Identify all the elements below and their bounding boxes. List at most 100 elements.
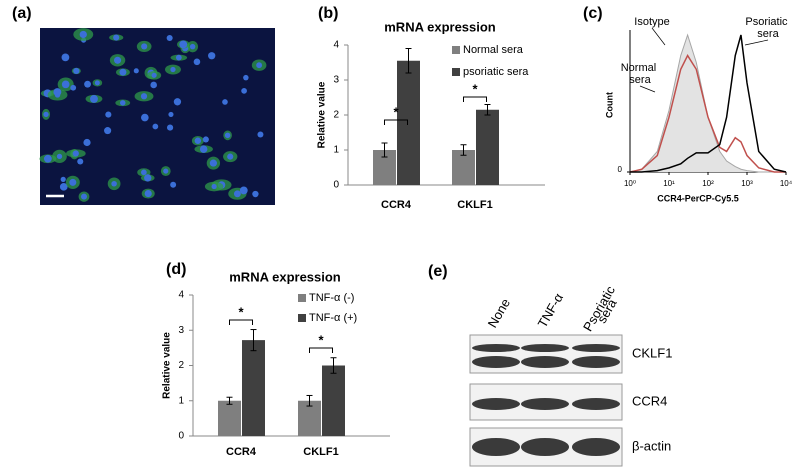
bracket	[463, 96, 487, 102]
nucleus	[173, 98, 182, 106]
nucleus	[43, 111, 49, 118]
x-tick-label: 10⁰	[624, 179, 636, 188]
nucleus	[81, 193, 87, 200]
legend-swatch	[298, 314, 306, 322]
nucleus	[175, 54, 182, 61]
nucleus	[73, 67, 80, 75]
nucleus	[141, 113, 149, 122]
annotation: *	[238, 304, 244, 319]
nucleus	[114, 56, 122, 64]
y-tick-label: 1	[178, 395, 184, 406]
nucleus	[79, 30, 87, 39]
band	[472, 438, 520, 456]
band	[472, 398, 520, 410]
lane-label: None	[485, 296, 514, 330]
nucleus	[211, 183, 217, 190]
nucleus	[83, 138, 91, 147]
legend-label: Normal sera	[463, 44, 524, 56]
nucleus	[166, 124, 174, 131]
nucleus	[257, 131, 264, 138]
nucleus	[140, 93, 148, 100]
panel-label: (a)	[12, 5, 32, 22]
nucleus	[43, 154, 52, 163]
panel-label: (c)	[583, 5, 603, 22]
nucleus	[141, 169, 147, 176]
nucleus	[72, 150, 79, 157]
nucleus	[144, 174, 152, 182]
nucleus	[61, 53, 70, 62]
nucleus	[105, 111, 112, 118]
band	[572, 438, 620, 456]
x-tick-label: 10³	[741, 179, 753, 188]
nucleus	[150, 81, 157, 89]
y-tick-label: 2	[333, 110, 339, 121]
band	[572, 344, 620, 352]
legend-swatch	[452, 46, 460, 54]
label-pointer	[744, 39, 769, 46]
panel-label: (b)	[318, 5, 338, 22]
nucleus	[141, 43, 148, 50]
nucleus	[94, 80, 100, 86]
series-label: Psoriatic sera	[745, 16, 790, 40]
nucleus	[194, 137, 202, 144]
nucleus	[84, 80, 91, 88]
bar	[373, 150, 396, 185]
panel-label: (d)	[166, 261, 186, 278]
lane-label: Psoriatic sera	[580, 280, 627, 338]
band	[572, 356, 620, 368]
bracket	[309, 347, 333, 353]
nucleus	[133, 68, 139, 74]
nucleus	[168, 111, 174, 117]
y-axis-label: Relative value	[162, 332, 173, 399]
nucleus	[152, 123, 159, 130]
y-tick-label: 1	[333, 145, 339, 156]
band	[521, 398, 569, 410]
nucleus	[209, 159, 217, 167]
y-axis-label: Count	[604, 92, 614, 118]
band	[521, 356, 569, 368]
nucleus	[222, 99, 228, 105]
x-tick-label: 10⁴	[780, 179, 793, 188]
chart-title: mRNA expression	[384, 19, 496, 34]
x-axis-label: CCR4-PerCP-Cy5.5	[657, 193, 739, 203]
label-pointer	[651, 27, 666, 46]
bar	[322, 365, 345, 436]
histogram-area	[630, 35, 786, 172]
bar	[452, 150, 475, 185]
histogram-line	[629, 54, 786, 173]
series-label: Normal sera	[621, 62, 660, 86]
protein-label: CCR4	[632, 393, 667, 408]
nucleus	[256, 62, 263, 69]
nucleus	[202, 136, 209, 143]
histogram-line	[630, 34, 787, 173]
y-tick-label: 0	[618, 165, 623, 174]
nucleus	[252, 190, 259, 198]
nucleus	[170, 66, 176, 73]
nucleus	[144, 190, 152, 198]
cells	[39, 28, 267, 202]
legend-swatch	[452, 68, 460, 76]
legend-label: TNF-α (-)	[309, 292, 354, 304]
nucleus	[166, 34, 173, 42]
nucleus	[179, 40, 188, 49]
band	[472, 344, 520, 352]
x-tick-label: CKLF1	[457, 199, 492, 211]
legend-label: psoriatic sera	[463, 66, 529, 78]
legend-label: TNF-α (+)	[309, 312, 357, 324]
chart-title: mRNA expression	[229, 269, 341, 284]
nucleus	[120, 100, 126, 106]
bar	[397, 60, 420, 185]
nucleus	[189, 43, 196, 50]
nucleus	[208, 52, 216, 60]
bracket	[384, 119, 408, 125]
y-tick-label: 4	[178, 290, 184, 301]
protein-label: CKLF1	[632, 345, 672, 360]
x-tick-label: CKLF1	[303, 446, 338, 458]
nucleus	[104, 127, 112, 135]
band	[572, 398, 620, 410]
nucleus	[163, 168, 169, 174]
band	[521, 438, 569, 456]
nucleus	[199, 145, 208, 153]
nucleus	[233, 190, 241, 198]
nucleus	[227, 153, 234, 160]
